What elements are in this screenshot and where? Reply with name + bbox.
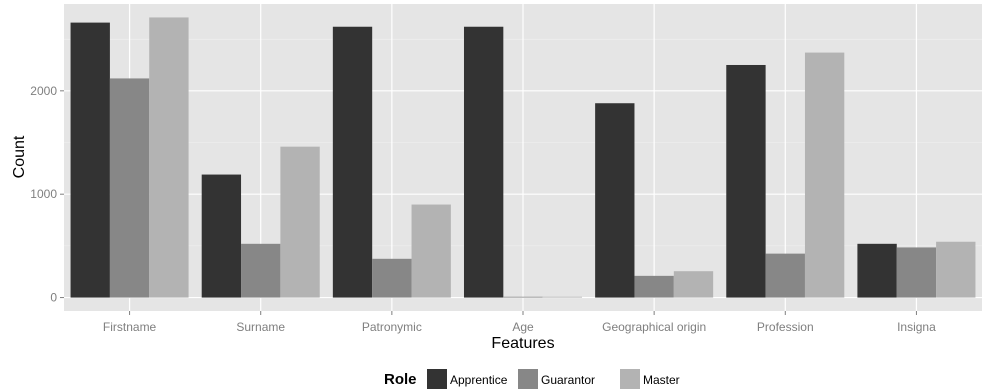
bar-apprentice (463, 26, 504, 298)
bar-guarantor (503, 296, 543, 298)
x-axis-ticks: Firstname Surname Patronymic Age Geographica… (103, 311, 936, 334)
bar-guarantor (241, 243, 281, 298)
x-axis-title: Features (491, 335, 554, 352)
bar-master (936, 241, 976, 298)
bar-guarantor (896, 247, 937, 298)
legend-label-guarantor: Guarantor (541, 373, 595, 387)
x-tick-label: Patronymic (362, 320, 422, 334)
bar-guarantor (372, 258, 412, 298)
bar-master (542, 296, 583, 298)
legend-key-apprentice (427, 369, 447, 389)
bar-apprentice (70, 22, 110, 298)
bar-master (149, 17, 189, 298)
bar-master (804, 52, 845, 298)
y-axis-ticks: 0 1000 2000 (30, 84, 64, 305)
bar-guarantor (765, 253, 805, 298)
bar-apprentice (595, 103, 635, 298)
bar-guarantor (109, 78, 150, 298)
legend-key-master (620, 369, 640, 389)
legend-key-guarantor (518, 369, 538, 389)
y-axis-title: Count (11, 135, 28, 178)
y-tick-label: 0 (50, 291, 57, 305)
bar-master (673, 271, 714, 298)
bar-apprentice (201, 174, 242, 298)
y-tick-label: 1000 (30, 187, 57, 201)
x-tick-label: Firstname (103, 320, 157, 334)
bars-layer (70, 17, 976, 298)
bar-guarantor (634, 275, 674, 298)
x-tick-label: Surname (236, 320, 285, 334)
bar-apprentice (726, 64, 766, 298)
bar-apprentice (857, 243, 897, 298)
legend-label-apprentice: Apprentice (450, 373, 508, 387)
legend-label-master: Master (643, 373, 680, 387)
bar-master (280, 146, 320, 298)
x-tick-label: Profession (757, 320, 814, 334)
x-tick-label: Insigna (897, 320, 936, 334)
x-tick-label: Age (512, 320, 534, 334)
legend-title: Role (384, 371, 417, 388)
bar-master (411, 204, 451, 298)
y-tick-label: 2000 (30, 84, 57, 98)
x-tick-label: Geographical origin (602, 320, 706, 334)
bar-apprentice (332, 26, 373, 298)
legend: Role Apprentice Guarantor Master (384, 369, 680, 389)
